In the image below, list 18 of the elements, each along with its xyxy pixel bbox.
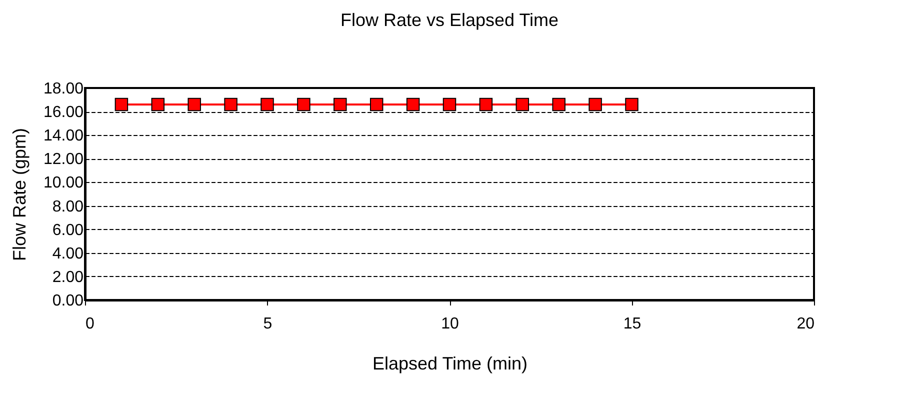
y-tick-label: 12.00 [43,151,84,168]
x-tick-label: 15 [623,316,642,332]
chart-title: Flow Rate vs Elapsed Time [340,10,559,30]
y-tick-label: 18.00 [43,80,84,98]
x-tick-label: 5 [263,316,272,332]
x-tick-label: 20 [796,316,815,332]
y-tick-label: 2.00 [52,268,84,286]
y-tick-label: 4.00 [52,245,84,262]
y-tick-label: 14.00 [43,128,84,145]
x-axis-title: Elapsed Time (min) [372,354,528,374]
y-tick-label: 6.00 [52,222,84,239]
y-tick-label: 0.00 [52,292,84,310]
y-tick-label: 10.00 [43,174,84,192]
x-tick-label: 0 [86,316,94,332]
y-tick-label: 16.00 [43,104,84,122]
y-axis-title: Flow Rate (gpm) [9,128,30,262]
x-tick-label: 10 [441,316,459,332]
y-tick-label: 8.00 [52,198,84,216]
